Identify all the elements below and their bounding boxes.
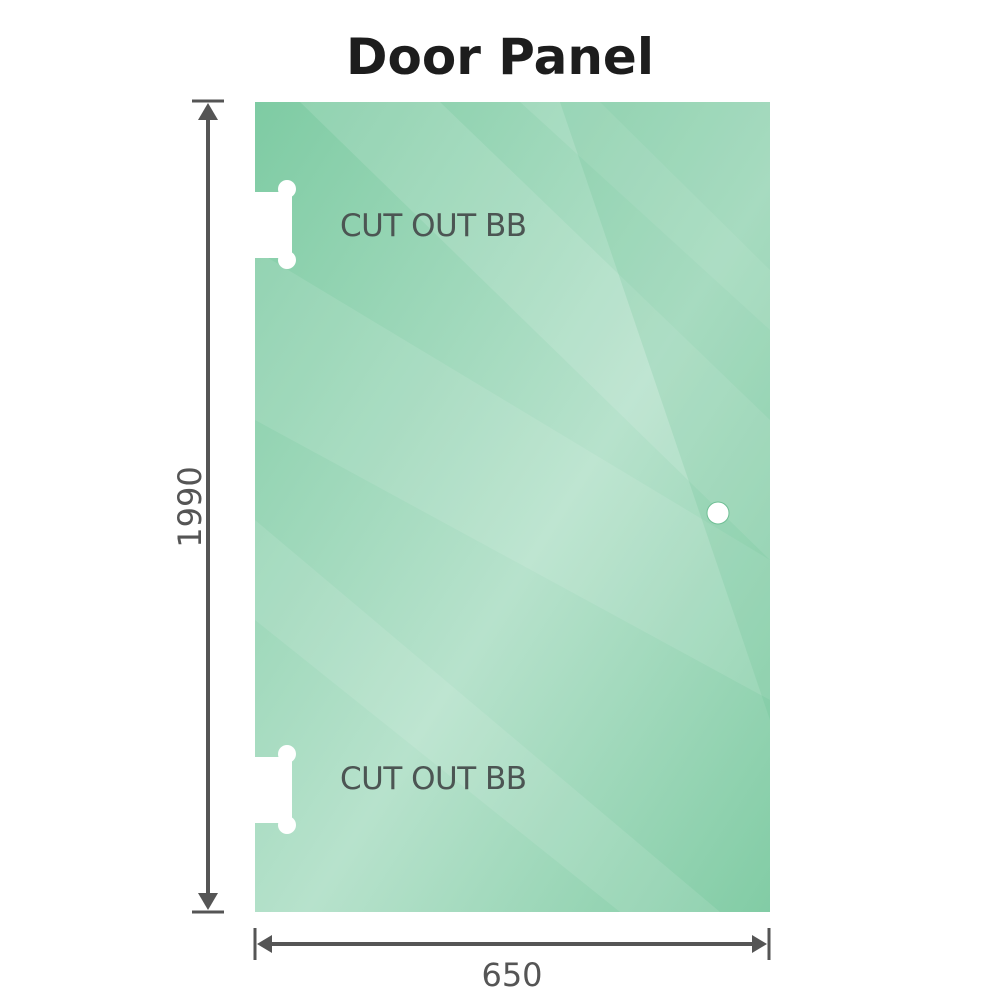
glass-panel: [255, 102, 770, 912]
width-dimension-label: 650: [481, 956, 543, 994]
cutout-top: [250, 180, 296, 269]
handle-hole: [706, 501, 730, 525]
height-dimension-label: 1990: [171, 466, 209, 548]
cutout-top-label: CUT OUT BB: [340, 208, 527, 244]
cutout-bottom-label: CUT OUT BB: [340, 761, 527, 797]
width-dimension-line: [253, 928, 771, 960]
height-dimension-line: [192, 99, 224, 914]
cutout-bottom: [250, 745, 296, 834]
diagram-title: Door Panel: [346, 28, 654, 86]
